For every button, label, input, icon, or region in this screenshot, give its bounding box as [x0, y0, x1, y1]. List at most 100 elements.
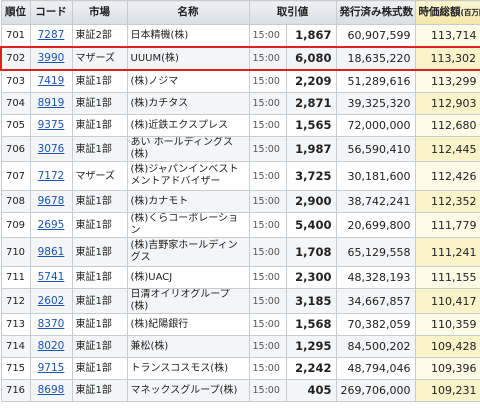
price-cell: 2,209 — [285, 69, 337, 93]
market-cap-cell: 112,680 — [414, 114, 480, 137]
market-cell: マザーズ — [71, 46, 128, 71]
name-cell: (株)紀陽銀行 — [126, 313, 250, 336]
table-row: 711 5741 東証1部 (株)UACJ 15:00 2,300 48,328… — [0, 266, 480, 289]
table-body: 701 7287 東証2部 日本精機(株) 15:00 1,867 60,907… — [0, 24, 480, 402]
market-cell: 東証1部 — [71, 379, 128, 402]
rank-cell: 705 — [0, 114, 31, 137]
price-cell: 5,400 — [285, 212, 337, 238]
market-cell: 東証2部 — [71, 24, 128, 48]
table-row: 714 8020 東証1部 兼松(株) 15:00 1,295 84,500,2… — [0, 335, 480, 358]
name-cell: (株)近鉄エクスプレス — [126, 114, 250, 137]
header-cap-label: 時価総額 — [418, 6, 461, 18]
code-link[interactable]: 7287 — [37, 29, 65, 41]
shares-cell: 48,794,046 — [335, 357, 416, 380]
time-cell: 15:00 — [248, 69, 287, 93]
shares-cell: 30,181,600 — [335, 161, 416, 191]
time-cell: 15:00 — [248, 212, 287, 238]
market-cell: 東証1部 — [71, 288, 128, 314]
table-row: 708 9678 東証1部 (株)カナモト 15:00 2,900 38,742… — [0, 190, 480, 213]
time-cell: 15:00 — [248, 237, 287, 267]
rank-cell: 716 — [0, 379, 31, 402]
code-cell: 8020 — [29, 335, 73, 358]
price-cell: 3,725 — [285, 161, 337, 191]
table-row: 707 7172 マザーズ (株)ジャパンインベストメントアドバイザー 15:0… — [0, 161, 480, 191]
market-cell: 東証1部 — [71, 136, 128, 162]
market-cap-cell: 110,359 — [414, 313, 480, 336]
market-cell: マザーズ — [71, 161, 128, 191]
table-row-highlighted: 702 3990 マザーズ UUUM(株) 15:00 6,080 18,635… — [0, 46, 480, 71]
header-code: コード — [29, 0, 73, 25]
code-link[interactable]: 8370 — [37, 318, 65, 330]
market-cell: 東証1部 — [71, 69, 128, 93]
code-link[interactable]: 3990 — [37, 52, 65, 64]
rank-cell: 707 — [0, 161, 31, 191]
market-cap-cell: 113,299 — [414, 69, 480, 93]
code-link[interactable]: 3076 — [37, 142, 65, 155]
name-cell: (株)ノジマ — [126, 69, 250, 93]
table-row: 709 2695 東証1部 (株)くらコーポレーション 15:00 5,400 … — [0, 212, 480, 238]
time-cell: 15:00 — [248, 379, 287, 402]
market-cap-cell: 112,352 — [414, 190, 480, 213]
market-cell: 東証1部 — [71, 92, 128, 115]
market-cap-cell: 111,241 — [414, 237, 480, 267]
market-cap-cell: 112,903 — [414, 92, 480, 115]
market-cell: 東証1部 — [71, 266, 128, 289]
table-row: 705 9375 東証1部 (株)近鉄エクスプレス 15:00 1,565 72… — [0, 114, 480, 137]
code-link[interactable]: 8020 — [37, 340, 65, 352]
rank-cell: 704 — [0, 92, 31, 115]
code-link[interactable]: 2695 — [37, 218, 65, 231]
code-cell: 3076 — [29, 136, 73, 162]
name-cell: (株)カナモト — [126, 190, 250, 213]
code-cell: 9375 — [29, 114, 73, 137]
table-row: 715 9715 東証1部 トランスコスモス(株) 15:00 2,242 48… — [0, 357, 480, 380]
rank-cell: 715 — [0, 357, 31, 380]
header-name: 名称 — [126, 0, 250, 25]
shares-cell: 65,129,558 — [335, 237, 416, 267]
time-cell: 15:00 — [248, 190, 287, 213]
code-cell: 5741 — [29, 266, 73, 289]
table-row: 704 8919 東証1部 (株)カチタス 15:00 2,871 39,325… — [0, 92, 480, 115]
price-cell: 1,708 — [285, 237, 337, 267]
header-rank: 順位 — [0, 0, 31, 25]
code-link[interactable]: 2602 — [37, 294, 65, 307]
shares-cell: 20,699,800 — [335, 212, 416, 238]
code-link[interactable]: 9678 — [37, 195, 65, 207]
table-row: 712 2602 東証1部 日清オイリオグループ(株) 15:00 3,185 … — [0, 288, 480, 314]
rank-cell: 711 — [0, 266, 31, 289]
name-cell: (株)ジャパンインベストメントアドバイザー — [126, 161, 250, 191]
shares-cell: 39,325,320 — [335, 92, 416, 115]
code-cell: 9678 — [29, 190, 73, 213]
time-cell: 15:00 — [248, 288, 287, 314]
code-link[interactable]: 9715 — [37, 362, 65, 374]
rank-cell: 713 — [0, 313, 31, 336]
shares-cell: 72,000,000 — [335, 114, 416, 137]
name-cell: (株)くらコーポレーション — [126, 212, 250, 238]
code-cell: 7419 — [29, 69, 73, 93]
code-link[interactable]: 7172 — [37, 169, 65, 182]
name-cell: (株)UACJ — [126, 266, 250, 289]
code-cell: 8370 — [29, 313, 73, 336]
name-cell: 兼松(株) — [126, 335, 250, 358]
code-link[interactable]: 9375 — [37, 119, 65, 131]
code-cell: 2695 — [29, 212, 73, 238]
name-cell: トランスコスモス(株) — [126, 357, 250, 380]
header-price: 取引値 — [248, 0, 337, 25]
time-cell: 15:00 — [248, 357, 287, 380]
code-cell: 9861 — [29, 237, 73, 267]
code-link[interactable]: 9861 — [37, 245, 65, 258]
time-cell: 15:00 — [248, 24, 287, 48]
code-link[interactable]: 8698 — [37, 384, 65, 396]
table-row: 701 7287 東証2部 日本精機(株) 15:00 1,867 60,907… — [0, 24, 480, 48]
name-cell: あい ホールディングス(株) — [126, 136, 250, 162]
code-link[interactable]: 8919 — [37, 97, 65, 109]
code-link[interactable]: 5741 — [37, 271, 65, 283]
market-cap-cell: 112,426 — [414, 161, 480, 191]
market-cap-cell: 111,779 — [414, 212, 480, 238]
code-link[interactable]: 7419 — [37, 75, 65, 87]
table-row: 706 3076 東証1部 あい ホールディングス(株) 15:00 1,987… — [0, 136, 480, 162]
shares-cell: 34,667,857 — [335, 288, 416, 314]
price-cell: 6,080 — [285, 46, 337, 71]
rank-cell: 714 — [0, 335, 31, 358]
header-shares: 発行済み株式数 — [335, 0, 416, 25]
